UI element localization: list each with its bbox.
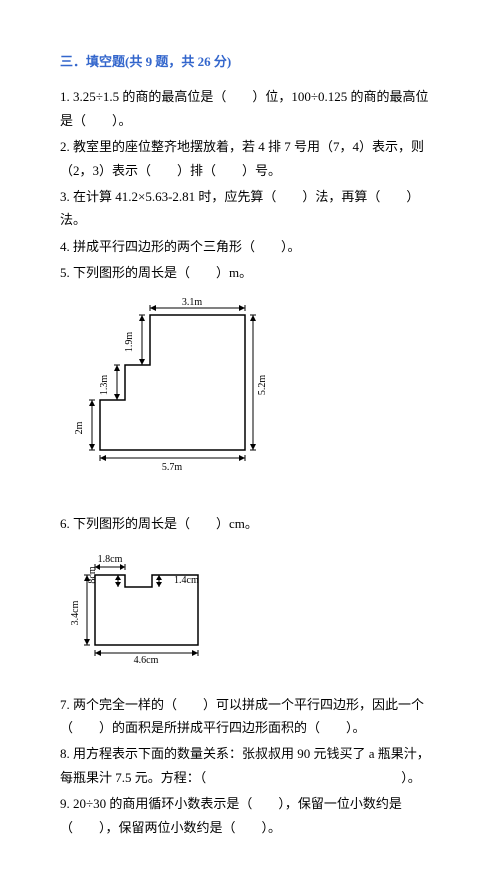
dim-left-top: 1.9m	[124, 331, 135, 352]
dim-bottom2: 4.6cm	[134, 655, 159, 665]
dim-top: 3.1m	[182, 297, 203, 308]
question-5: 5. 下列图形的周长是（ ）m。	[60, 261, 440, 284]
question-3: 3. 在计算 41.2×5.63-2.81 时，应先算（ ）法，再算（ ）法。	[60, 185, 440, 232]
dim-top-left: 1.8cm	[98, 554, 123, 565]
dim-right: 5.2m	[257, 374, 268, 395]
dim-left-bottom: 2m	[74, 421, 85, 434]
dim-left: 3.4cm	[70, 601, 81, 626]
question-8: 8. 用方程表示下面的数量关系：张叔叔用 90 元钱买了 a 瓶果汁，每瓶果汁 …	[60, 742, 440, 789]
dim-notch-right: 1.4cm	[174, 575, 199, 586]
dim-bottom: 5.7m	[162, 462, 183, 473]
dim-left-mid: 1.3m	[99, 374, 110, 395]
figure-2: 1.8cm 8cm 1.4cm 3.4cm 4.6cm	[70, 545, 440, 672]
question-7: 7. 两个完全一样的（ ）可以拼成一个平行四边形，因此一个（ ）的面积是所拼成平…	[60, 693, 440, 740]
figure-1: 3.1m 5.2m 5.7m 2m 1.3m 1.9m	[70, 295, 440, 492]
question-1: 1. 3.25÷1.5 的商的最高位是（ ）位，100÷0.125 的商的最高位…	[60, 85, 440, 132]
section-title: 三．填空题(共 9 题，共 26 分)	[60, 50, 440, 73]
question-9: 9. 20÷30 的商用循环小数表示是（ ），保留一位小数约是（ ），保留两位小…	[60, 792, 440, 839]
question-4: 4. 拼成平行四边形的两个三角形（ ）。	[60, 235, 440, 258]
question-6: 6. 下列图形的周长是（ ）cm。	[60, 512, 440, 535]
question-2: 2. 教室里的座位整齐地摆放着，若 4 排 7 号用（7，4）表示，则（2，3）…	[60, 135, 440, 182]
